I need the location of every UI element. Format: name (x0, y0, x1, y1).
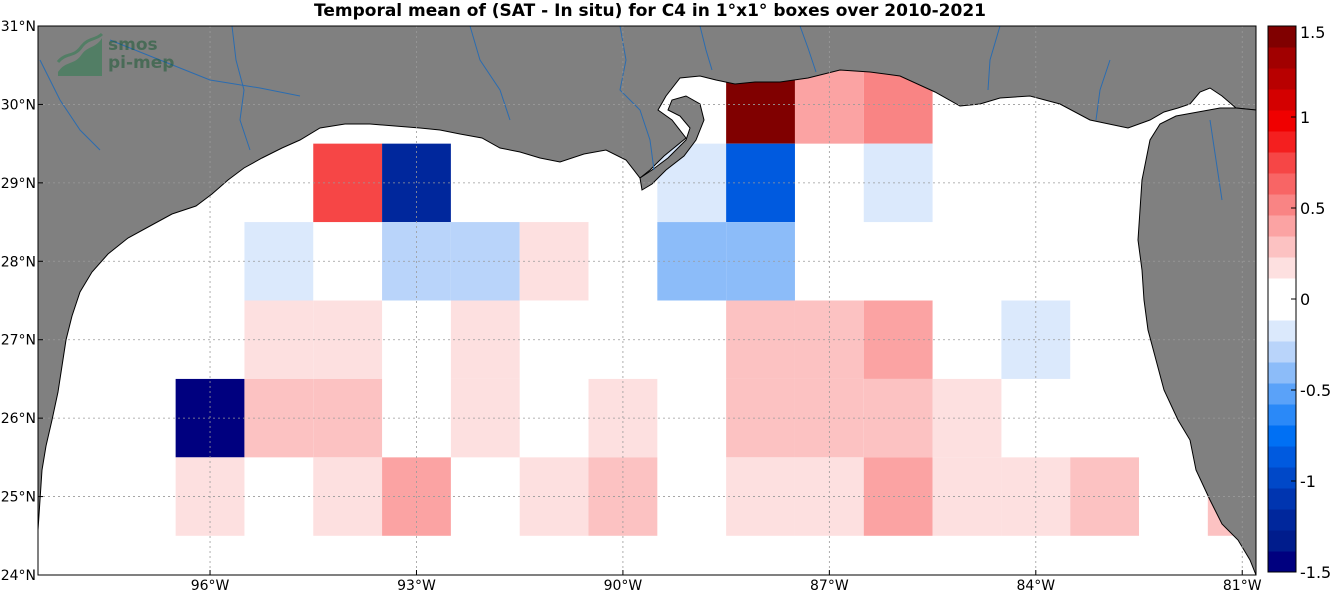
y-tick-label: 31°N (1, 19, 36, 35)
river-chattahoochee (987, 26, 1001, 91)
wave-logo-icon (56, 32, 104, 76)
land-florida-peninsula (1137, 107, 1256, 575)
x-tick-label: 81°W (1223, 578, 1262, 594)
colorbar-tick-label: 0.5 (1300, 199, 1325, 218)
colorbar-segment (1268, 446, 1296, 468)
y-tick-label: 29°N (1, 176, 36, 192)
colorbar-segment (1268, 488, 1296, 510)
colorbar: 1.5 1 0.5 0 -0.5 -1 -1.5 (1267, 23, 1331, 582)
colorbar-tick-label: -1.5 (1300, 563, 1331, 582)
colorbar-segment (1268, 404, 1296, 426)
data-cell (932, 378, 1002, 458)
x-tick-label: 84°W (1016, 578, 1055, 594)
colorbar-segment (1268, 362, 1296, 384)
colorbar-segment (1268, 425, 1296, 447)
y-tick-label: 28°N (1, 254, 36, 270)
river-brazos (39, 59, 101, 151)
logo-line1: smos (108, 35, 158, 55)
colorbar-segment (1268, 530, 1296, 552)
colorbar-segment (1268, 215, 1296, 237)
x-tick-label: 87°W (810, 578, 849, 594)
colorbar-tick-label: -0.5 (1300, 381, 1331, 400)
data-cell (932, 457, 1002, 536)
y-tick-label: 25°N (1, 490, 36, 506)
colorbar-segment (1268, 110, 1296, 132)
colorbar-segment (1268, 152, 1296, 174)
figure-title: Temporal mean of (SAT - In situ) for C4 … (314, 1, 986, 21)
colorbar-segment (1268, 257, 1296, 279)
colorbar-segment (1268, 299, 1296, 321)
colorbar-segment (1268, 509, 1296, 531)
colorbar-segment (1268, 467, 1296, 489)
colorbar-tick-label: 0 (1300, 290, 1310, 309)
data-cell (657, 143, 727, 223)
x-tick-label: 96°W (191, 578, 230, 594)
data-cell (657, 222, 727, 301)
river-sabine (231, 26, 251, 151)
river-atchafalaya (469, 26, 511, 121)
river-mississippi (619, 26, 655, 171)
y-tick-label: 26°N (1, 411, 36, 427)
colorbar-segment (1268, 131, 1296, 153)
rivers (39, 26, 1223, 201)
river-red (109, 39, 301, 97)
y-tick-label: 30°N (1, 97, 36, 113)
colorbar-segment (1268, 89, 1296, 111)
y-tick-label: 27°N (1, 333, 36, 349)
x-tick-label: 90°W (604, 578, 643, 594)
colorbar-segment (1268, 173, 1296, 195)
colorbar-segment (1268, 194, 1296, 216)
colorbar-segment (1268, 47, 1296, 69)
y-axis-ticks: 24°N 25°N 26°N 27°N 28°N 29°N 30°N 31°N (1, 19, 43, 584)
logo-line2: pi-mep (108, 53, 175, 73)
colorbar-segment (1268, 278, 1296, 300)
river-tombigbee (799, 26, 817, 73)
x-axis-ticks: 96°W 93°W 90°W 87°W 84°W 81°W (191, 570, 1262, 594)
colorbar-segment (1268, 236, 1296, 258)
smos-pi-mep-logo: smos pi-mep (56, 32, 196, 82)
river-florida-1 (1209, 119, 1223, 201)
river-suwannee (1095, 59, 1111, 121)
river-pearl (699, 26, 713, 71)
plot-frame (37, 25, 1257, 576)
x-tick-label: 93°W (397, 578, 436, 594)
y-tick-label: 24°N (1, 568, 36, 584)
colorbar-segment (1268, 341, 1296, 363)
colorbar-segment (1268, 551, 1296, 573)
land-mass (38, 26, 1256, 575)
colorbar-segment (1268, 68, 1296, 90)
colorbar-segment (1268, 320, 1296, 342)
colorbar-tick-label: 1 (1300, 108, 1310, 127)
colorbar-segment (1268, 26, 1296, 48)
graticule (38, 26, 1256, 575)
colorbar-segment (1268, 383, 1296, 405)
land-us-gulf-coast (38, 26, 1256, 531)
colorbar-tick-label: 1.5 (1300, 23, 1325, 42)
land-mississippi-delta (639, 95, 705, 191)
colorbar-tick-label: -1 (1300, 472, 1316, 491)
